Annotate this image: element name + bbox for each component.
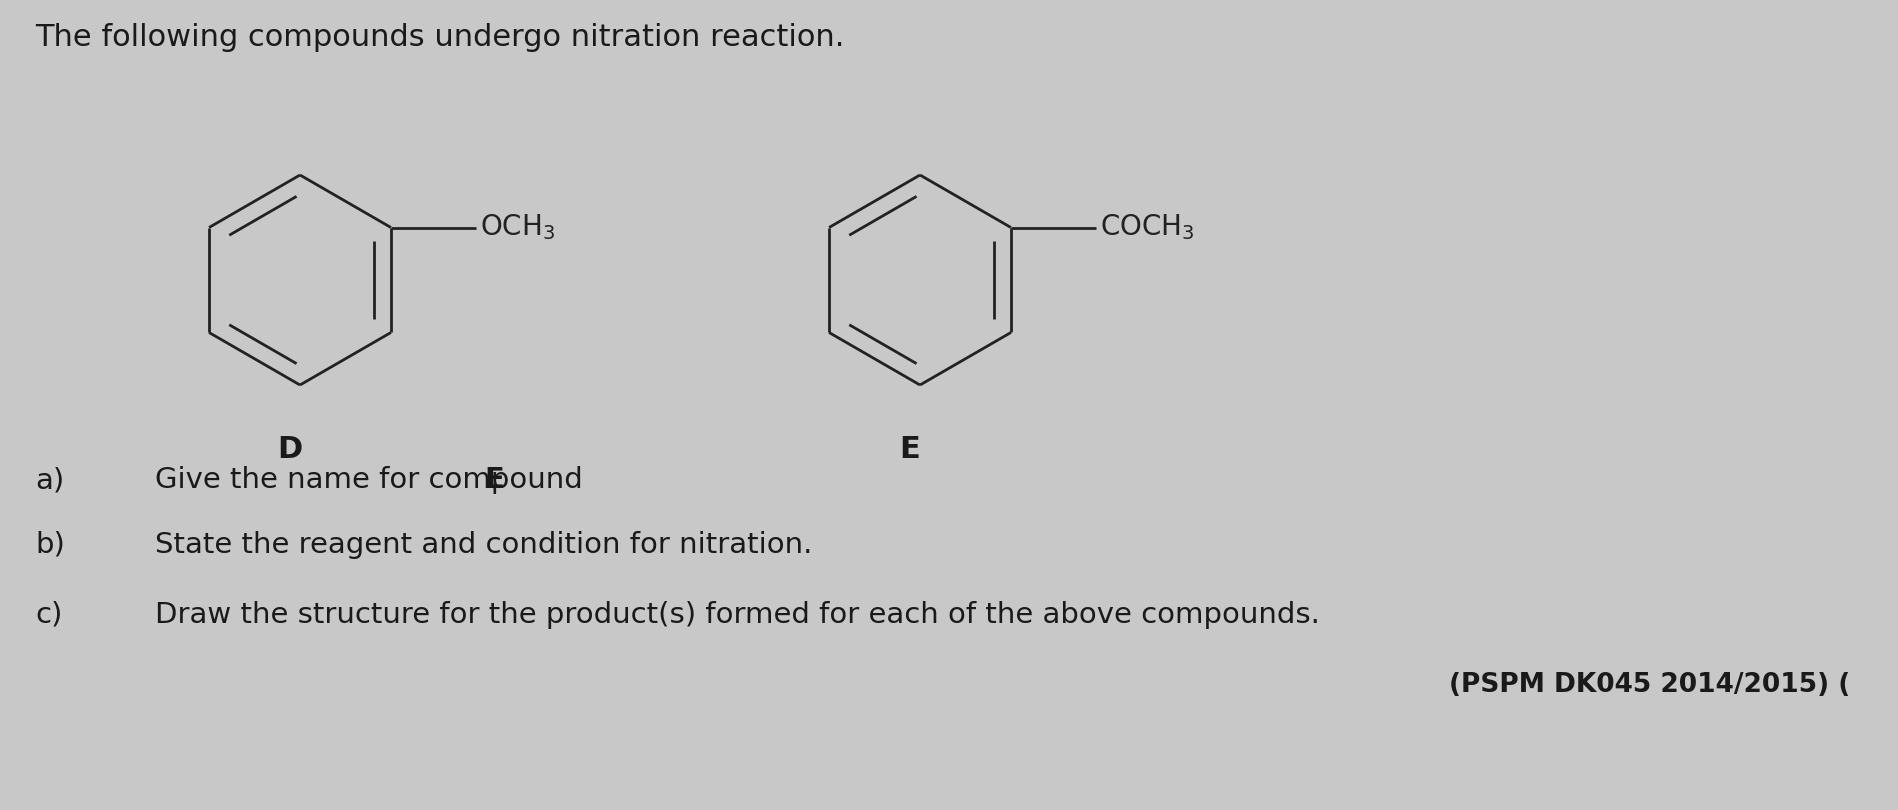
Text: a): a) bbox=[34, 466, 65, 494]
Text: $\mathregular{OCH_3}$: $\mathregular{OCH_3}$ bbox=[480, 212, 554, 242]
Text: $\mathregular{COCH_3}$: $\mathregular{COCH_3}$ bbox=[1101, 212, 1194, 242]
Text: b): b) bbox=[34, 531, 65, 559]
Text: Draw the structure for the product(s) formed for each of the above compounds.: Draw the structure for the product(s) fo… bbox=[156, 601, 1319, 629]
Text: (PSPM DK045 2014/2015) (: (PSPM DK045 2014/2015) ( bbox=[1448, 672, 1851, 698]
Text: State the reagent and condition for nitration.: State the reagent and condition for nitr… bbox=[156, 531, 812, 559]
Text: E: E bbox=[900, 436, 921, 464]
Text: Give the name for compound: Give the name for compound bbox=[156, 466, 592, 494]
Text: D: D bbox=[277, 436, 302, 464]
Text: E: E bbox=[484, 466, 505, 494]
Text: The following compounds undergo nitration reaction.: The following compounds undergo nitratio… bbox=[34, 23, 845, 53]
Text: c): c) bbox=[34, 601, 63, 629]
